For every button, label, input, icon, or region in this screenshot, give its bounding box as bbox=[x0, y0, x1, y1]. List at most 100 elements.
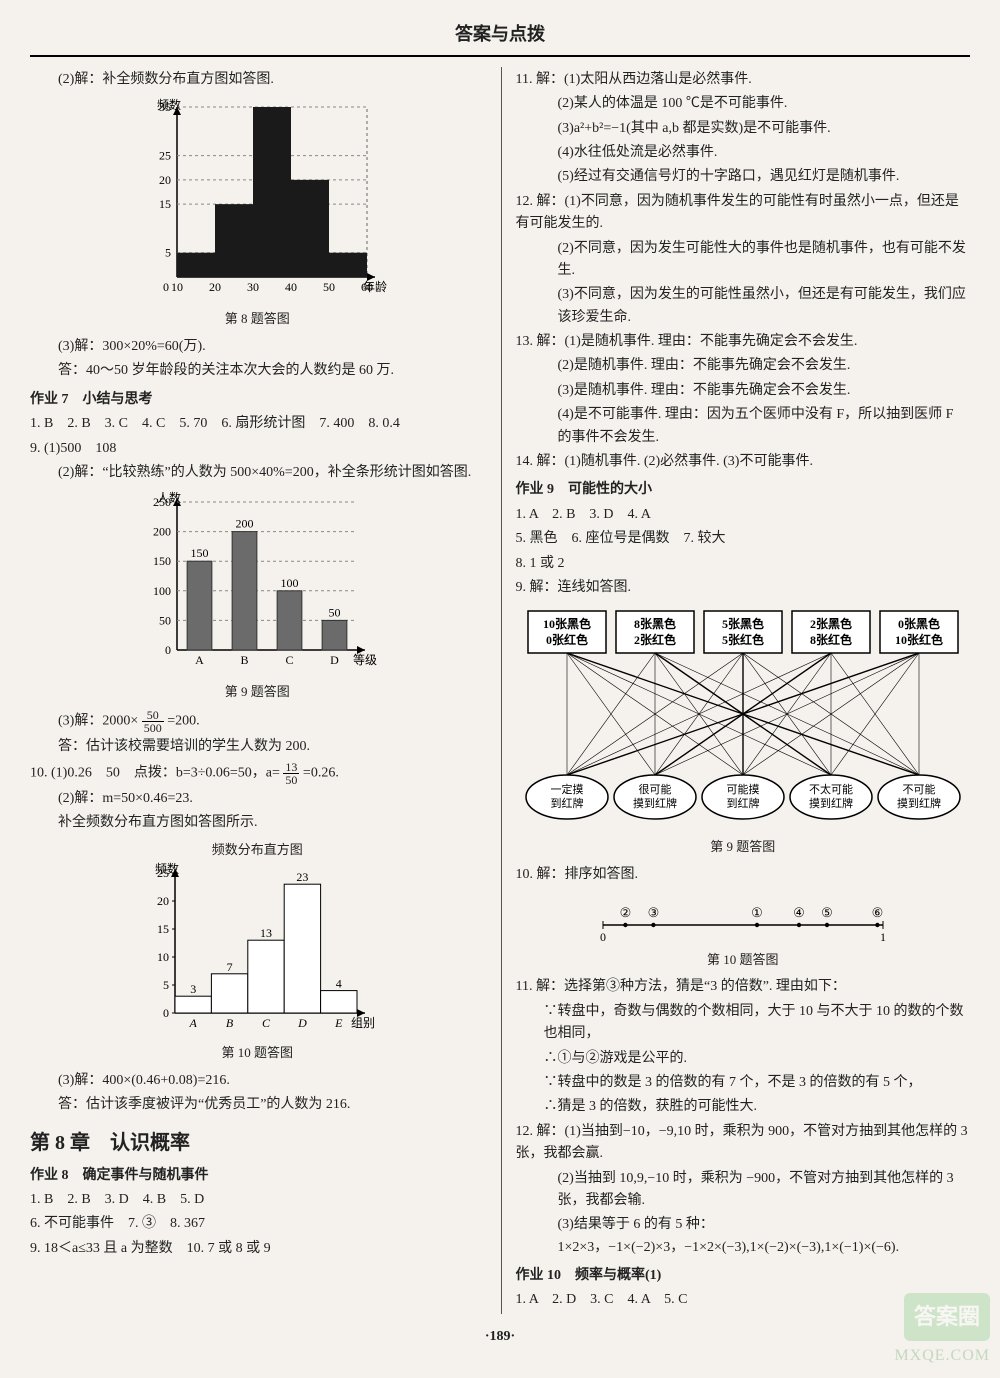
text: (2)是随机事件. 理由：不能事先确定会不会发生. bbox=[516, 355, 971, 377]
svg-text:A: A bbox=[195, 653, 204, 667]
svg-text:100: 100 bbox=[153, 584, 171, 598]
right-column: 11. 解：(1)太阳从西边落山是必然事件. (2)某人的体温是 100 ℃是不… bbox=[501, 67, 971, 1314]
chart-10: 频数分布直方图 05101520253A7B13C23D4E频数组别 第 10 … bbox=[30, 840, 485, 1064]
text: 1. B 2. B 3. D 4. B 5. D bbox=[30, 1189, 485, 1211]
svg-text:150: 150 bbox=[191, 547, 209, 561]
svg-text:4: 4 bbox=[336, 977, 342, 991]
svg-text:100: 100 bbox=[281, 576, 299, 590]
svg-text:30: 30 bbox=[247, 280, 259, 294]
text: (3)解：400×(0.46+0.08)=216. bbox=[30, 1070, 485, 1092]
svg-text:3: 3 bbox=[190, 982, 196, 996]
watermark-text: 答案圈 bbox=[904, 1293, 990, 1340]
svg-text:⑤: ⑤ bbox=[821, 905, 833, 920]
text: 5. 黑色 6. 座位号是偶数 7. 较大 bbox=[516, 528, 971, 550]
text: 9. 解：连线如答图. bbox=[516, 577, 971, 599]
svg-text:①: ① bbox=[751, 905, 763, 920]
svg-text:到红牌: 到红牌 bbox=[550, 796, 583, 810]
svg-text:20: 20 bbox=[157, 894, 169, 908]
svg-text:20: 20 bbox=[159, 173, 171, 187]
svg-text:C: C bbox=[262, 1016, 271, 1030]
svg-text:③: ③ bbox=[647, 905, 659, 920]
chapter-8-title: 第 8 章 认识概率 bbox=[30, 1127, 485, 1159]
text: (3)结果等于 6 的有 5 种：1×2×3，−1×(−2)×3，−1×2×(−… bbox=[516, 1214, 971, 1259]
chart-8-caption: 第 8 题答图 bbox=[225, 309, 290, 330]
text: ∴①与②游戏是公平的. bbox=[516, 1048, 971, 1070]
text: 6. 不可能事件 7. ③ 8. 367 bbox=[30, 1213, 485, 1235]
text: 答：估计该季度被评为“优秀员工”的人数为 216. bbox=[30, 1094, 485, 1116]
svg-text:年龄: 年龄 bbox=[363, 280, 387, 294]
svg-text:200: 200 bbox=[236, 517, 254, 531]
svg-text:15: 15 bbox=[159, 197, 171, 211]
text: 补全频数分布直方图如答图所示. bbox=[30, 812, 485, 834]
content-columns: (2)解：补全频数分布直方图如答图. 515202535102030405060… bbox=[30, 67, 970, 1314]
svg-text:很可能: 很可能 bbox=[638, 782, 671, 796]
svg-text:频数: 频数 bbox=[155, 861, 179, 876]
svg-text:C: C bbox=[286, 653, 294, 667]
text: (2)某人的体温是 100 ℃是不可能事件. bbox=[516, 93, 971, 115]
hw7-title: 作业 7 小结与思考 bbox=[30, 389, 485, 411]
svg-text:人数: 人数 bbox=[157, 490, 181, 505]
svg-text:50: 50 bbox=[159, 614, 171, 628]
svg-text:一定摸: 一定摸 bbox=[550, 782, 583, 796]
svg-text:不太可能: 不太可能 bbox=[809, 782, 853, 796]
fraction: 50 500 bbox=[142, 709, 164, 734]
svg-text:8张红色: 8张红色 bbox=[810, 632, 852, 647]
svg-text:2张黑色: 2张黑色 bbox=[810, 616, 852, 631]
text: 9. 18＜a≤33 且 a 为整数 10. 7 或 8 或 9 bbox=[30, 1238, 485, 1260]
svg-text:0: 0 bbox=[165, 643, 171, 657]
hw9-title: 作业 9 可能性的大小 bbox=[516, 479, 971, 501]
left-column: (2)解：补全频数分布直方图如答图. 515202535102030405060… bbox=[30, 67, 485, 1314]
svg-text:200: 200 bbox=[153, 525, 171, 539]
diagram-9: 10张黑色0张红色8张黑色2张红色5张黑色5张红色2张黑色8张红色0张黑色10张… bbox=[516, 605, 971, 858]
svg-text:0张红色: 0张红色 bbox=[546, 632, 588, 647]
chart-9-caption: 第 9 题答图 bbox=[225, 682, 290, 703]
text: ∵转盘中的数是 3 的倍数的有 7 个，不是 3 的倍数的有 5 个， bbox=[516, 1072, 971, 1094]
svg-text:8张黑色: 8张黑色 bbox=[634, 616, 676, 631]
svg-text:可能摸: 可能摸 bbox=[726, 782, 759, 796]
svg-text:25: 25 bbox=[159, 149, 171, 163]
svg-text:频数: 频数 bbox=[157, 97, 181, 112]
text: (4)水往低处流是必然事件. bbox=[516, 142, 971, 164]
svg-text:10: 10 bbox=[171, 280, 183, 294]
svg-text:不可能: 不可能 bbox=[902, 782, 935, 796]
svg-text:0: 0 bbox=[600, 930, 606, 944]
text: (3)不同意，因为发生的可能性虽然小，但还是有可能发生，我们应该珍爱生命. bbox=[516, 284, 971, 329]
text: =200. bbox=[167, 714, 199, 729]
svg-text:0: 0 bbox=[163, 280, 169, 294]
chart-10-title: 频数分布直方图 bbox=[212, 840, 303, 861]
text: (3)解：300×20%=60(万). bbox=[30, 336, 485, 358]
svg-text:20: 20 bbox=[209, 280, 221, 294]
text: 11. 解：选择第③种方法，猜是“3 的倍数”. 理由如下： bbox=[516, 976, 971, 998]
text: 12. 解：(1)不同意，因为随机事件发生的可能性有时虽然小一点，但还是有可能发… bbox=[516, 191, 971, 236]
text: (3)是随机事件. 理由：不能事先确定会不会发生. bbox=[516, 380, 971, 402]
text: 1. B 2. B 3. C 4. C 5. 70 6. 扇形统计图 7. 40… bbox=[30, 413, 485, 435]
text: =0.26. bbox=[303, 765, 339, 780]
text: 11. 解：(1)太阳从西边落山是必然事件. bbox=[516, 69, 971, 91]
chart-10-caption: 第 10 题答图 bbox=[221, 1043, 293, 1064]
hw8-title: 作业 8 确定事件与随机事件 bbox=[30, 1165, 485, 1187]
svg-text:B: B bbox=[226, 1016, 234, 1030]
page-number: ·189· bbox=[30, 1326, 970, 1348]
svg-text:⑥: ⑥ bbox=[871, 905, 883, 920]
svg-text:5张黑色: 5张黑色 bbox=[722, 616, 764, 631]
watermark-url: MXQE.COM bbox=[894, 1343, 990, 1369]
text: (2)解：补全频数分布直方图如答图. bbox=[30, 69, 485, 91]
svg-text:7: 7 bbox=[227, 960, 233, 974]
svg-text:15: 15 bbox=[157, 922, 169, 936]
text: 14. 解：(1)随机事件. (2)必然事件. (3)不可能事件. bbox=[516, 451, 971, 473]
text: 10. 解：排序如答图. bbox=[516, 864, 971, 886]
text: (2)当抽到 10,9,−10 时，乘积为 −900，不管对方抽到其他怎样的 3… bbox=[516, 1168, 971, 1213]
page-header: 答案与点拨 bbox=[30, 20, 970, 57]
fraction: 13 50 bbox=[283, 761, 299, 786]
text: 答：40～50 岁年龄段的关注本次大会的人数约是 60 万. bbox=[30, 360, 485, 382]
text: ∴猜是 3 的倍数，获胜的可能性大. bbox=[516, 1096, 971, 1118]
diagram-9-caption: 第 9 题答图 bbox=[710, 837, 775, 858]
text: 10. (1)0.26 50 点拨：b=3÷0.06=50，a= 13 50 =… bbox=[30, 761, 485, 786]
svg-text:D: D bbox=[330, 653, 339, 667]
svg-text:23: 23 bbox=[297, 870, 309, 884]
svg-text:到红牌: 到红牌 bbox=[726, 796, 759, 810]
text: (3)解：2000× 50 500 =200. bbox=[30, 709, 485, 734]
svg-text:E: E bbox=[334, 1016, 343, 1030]
svg-text:1: 1 bbox=[880, 930, 886, 944]
svg-text:摸到红牌: 摸到红牌 bbox=[809, 796, 853, 810]
